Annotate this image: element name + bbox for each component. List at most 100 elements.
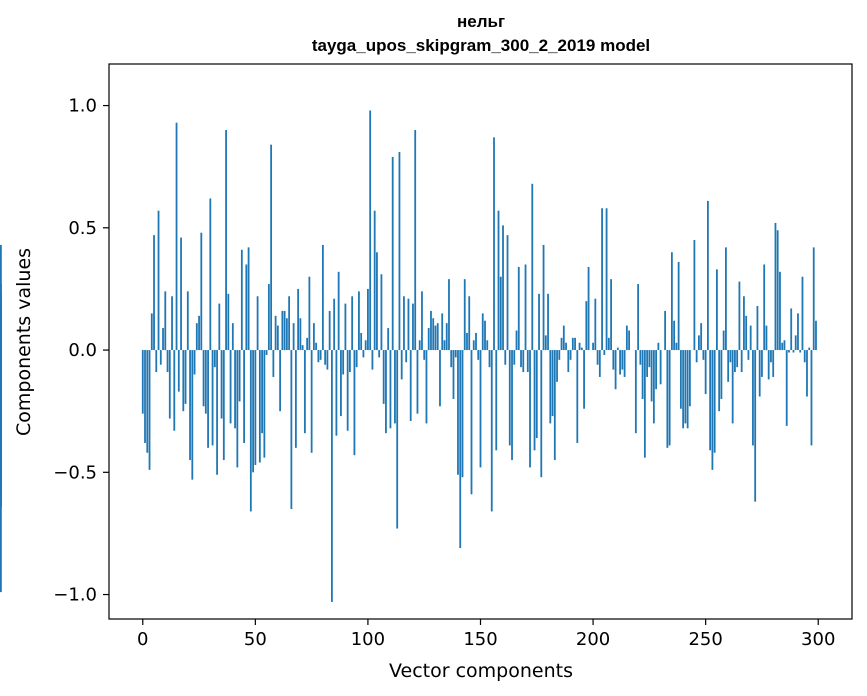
- bar-299: [815, 320, 817, 351]
- bar-79: [319, 350, 322, 360]
- bar-35: [220, 350, 223, 419]
- bar-16: [177, 350, 180, 392]
- bar-10: [164, 291, 167, 351]
- bar-212: [619, 350, 621, 375]
- bar-29: [207, 350, 209, 448]
- bar-30: [209, 198, 212, 351]
- bar-154: [488, 350, 491, 368]
- bar-98: [362, 350, 365, 358]
- bar-52: [258, 350, 261, 463]
- bar-5: [153, 235, 155, 351]
- bar-298: [812, 247, 815, 351]
- bar-207: [607, 337, 610, 351]
- bar-97: [360, 332, 363, 351]
- bar-288: [790, 308, 793, 351]
- bar-44: [240, 249, 243, 351]
- bar-260: [727, 350, 730, 382]
- bar-137: [450, 350, 453, 368]
- bar-147: [472, 340, 475, 351]
- bar-276: [763, 264, 766, 351]
- bar-253: [711, 350, 714, 470]
- bar-286: [785, 350, 788, 426]
- bar-103: [373, 210, 376, 351]
- bar-281: [774, 222, 777, 351]
- bar-143: [463, 279, 466, 351]
- bar-142: [461, 350, 464, 478]
- bar-208: [610, 279, 612, 351]
- bar-252: [709, 350, 712, 451]
- x-tick-label: 200: [576, 629, 610, 650]
- bar-26: [200, 232, 203, 351]
- bar-93: [351, 296, 354, 351]
- bar-204: [601, 208, 603, 351]
- bar-290: [794, 335, 797, 351]
- bar-70: [299, 318, 302, 351]
- bar-134: [443, 340, 446, 351]
- bar-146: [470, 350, 473, 495]
- bar-13: [171, 296, 173, 351]
- bar-282: [776, 230, 779, 351]
- bar-269: [747, 350, 750, 360]
- bar-196: [583, 350, 585, 409]
- bar-43: [238, 350, 241, 402]
- bar-129: [432, 318, 435, 351]
- bar-109: [387, 328, 390, 351]
- bar-78: [317, 350, 320, 363]
- bar-275: [761, 350, 763, 377]
- bar-214: [623, 350, 626, 377]
- bar-156: [493, 137, 495, 351]
- bar-36: [222, 350, 225, 461]
- bar-243: [688, 350, 691, 407]
- bar-54: [263, 350, 266, 458]
- x-axis-label: Vector components: [389, 660, 573, 682]
- bar-264: [736, 350, 739, 368]
- bar-228: [655, 350, 658, 390]
- y-axis: 1.0 0.5 0.0 −0.5 −1.0: [53, 96, 109, 606]
- bar-92: [349, 350, 351, 373]
- bar-334: [0, 244, 2, 351]
- bar-164: [511, 350, 513, 461]
- bar-232: [664, 310, 667, 351]
- bar-167: [517, 266, 520, 351]
- bar-24: [195, 323, 198, 351]
- bar-85: [333, 298, 336, 351]
- bar-62: [281, 310, 284, 351]
- bar-205: [603, 350, 606, 355]
- bar-236: [673, 320, 676, 351]
- bar-145: [468, 296, 471, 351]
- bar-112: [394, 350, 396, 424]
- bar-100: [367, 288, 369, 351]
- bar-4: [150, 313, 153, 351]
- bar-33: [216, 350, 218, 475]
- bar-279: [770, 350, 772, 363]
- bar-178: [542, 244, 545, 351]
- bar-216: [628, 330, 630, 351]
- bar-113: [396, 350, 399, 529]
- bar-192: [574, 337, 576, 351]
- bar-284: [781, 342, 784, 351]
- x-tick-label: 100: [351, 629, 385, 650]
- bar-254: [713, 350, 716, 453]
- bar-131: [436, 323, 439, 351]
- bar-176: [538, 293, 540, 351]
- bar-91: [346, 350, 349, 431]
- bar-81: [324, 350, 327, 365]
- bar-291: [797, 313, 799, 351]
- bar-56: [267, 284, 270, 351]
- bar-65: [288, 296, 291, 351]
- bar-265: [738, 281, 741, 351]
- bar-144: [466, 332, 468, 351]
- bar-168: [520, 350, 522, 368]
- bar-251: [707, 200, 709, 351]
- bar-1: [144, 350, 146, 443]
- bar-0: [141, 350, 144, 414]
- bar-165: [513, 350, 516, 365]
- bar-249: [702, 350, 705, 360]
- bar-219: [634, 350, 637, 434]
- bar-273: [756, 306, 759, 351]
- bar-101: [369, 110, 372, 351]
- bar-76: [312, 323, 315, 351]
- bar-184: [556, 350, 558, 382]
- bar-71: [301, 345, 304, 351]
- bar-258: [722, 330, 725, 351]
